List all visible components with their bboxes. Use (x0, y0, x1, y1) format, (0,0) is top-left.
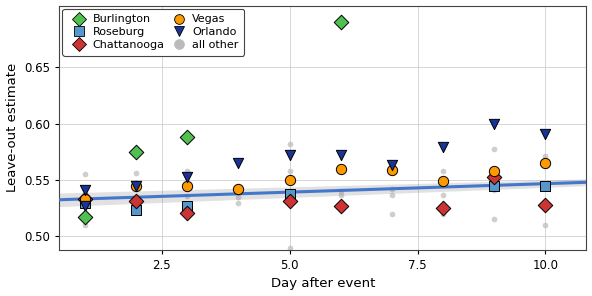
Point (80, 204, 89, 208)
X-axis label: Day after event: Day after event (271, 277, 375, 290)
Point (131, 183, 141, 188)
Point (80, 223, 89, 227)
Point (540, 223, 550, 227)
Point (182, 169, 192, 173)
Point (336, 166, 346, 171)
Point (438, 145, 448, 150)
Point (285, 178, 294, 182)
Point (131, 208, 141, 213)
Point (80, 197, 89, 202)
Point (80, 192, 89, 197)
Point (490, 183, 499, 188)
Point (490, 174, 499, 179)
Y-axis label: Leave-out estimate: Leave-out estimate (5, 63, 18, 192)
Point (234, 183, 243, 188)
Point (234, 161, 243, 165)
Point (131, 202, 141, 207)
Point (336, 189, 346, 194)
Point (80, 188, 89, 193)
Point (80, 215, 89, 220)
Point (387, 163, 397, 168)
Point (438, 209, 448, 214)
Point (182, 183, 192, 188)
Point (490, 170, 499, 175)
Point (438, 211, 448, 216)
Point (490, 188, 499, 193)
Point (182, 204, 192, 208)
Point (540, 157, 550, 162)
Point (336, 204, 346, 208)
Point (182, 194, 192, 198)
Point (285, 189, 294, 194)
Point (182, 135, 192, 140)
Point (234, 194, 243, 199)
Point (540, 202, 550, 207)
Point (131, 171, 141, 176)
Point (285, 199, 294, 204)
Point (285, 191, 294, 196)
Point (490, 121, 499, 126)
Point (387, 187, 397, 192)
Point (336, 200, 346, 205)
Point (540, 183, 550, 188)
Point (131, 199, 141, 204)
Point (131, 149, 141, 154)
Point (387, 192, 397, 197)
Point (438, 169, 448, 173)
Point (285, 142, 294, 147)
Point (438, 179, 448, 184)
Point (387, 211, 397, 216)
Point (285, 169, 294, 173)
Point (540, 154, 550, 159)
Point (336, 153, 346, 158)
Point (438, 206, 448, 210)
Point (540, 182, 550, 187)
Point (80, 197, 89, 202)
Point (540, 131, 550, 136)
Point (285, 153, 294, 158)
Point (182, 210, 192, 215)
Point (490, 169, 499, 173)
Point (540, 161, 550, 165)
Point (80, 200, 89, 205)
Point (234, 187, 243, 192)
Legend: Burlington, Roseburg, Chattanooga, Vegas, Orlando, all other: Burlington, Roseburg, Chattanooga, Vegas… (63, 9, 244, 56)
Point (336, 192, 346, 197)
Point (285, 245, 294, 250)
Point (336, 20, 346, 25)
Point (131, 182, 141, 187)
Point (131, 183, 141, 188)
Point (80, 197, 89, 202)
Point (182, 174, 192, 179)
Point (234, 200, 243, 205)
Point (438, 192, 448, 197)
Point (80, 172, 89, 177)
Point (490, 217, 499, 222)
Point (490, 146, 499, 151)
Point (387, 168, 397, 172)
